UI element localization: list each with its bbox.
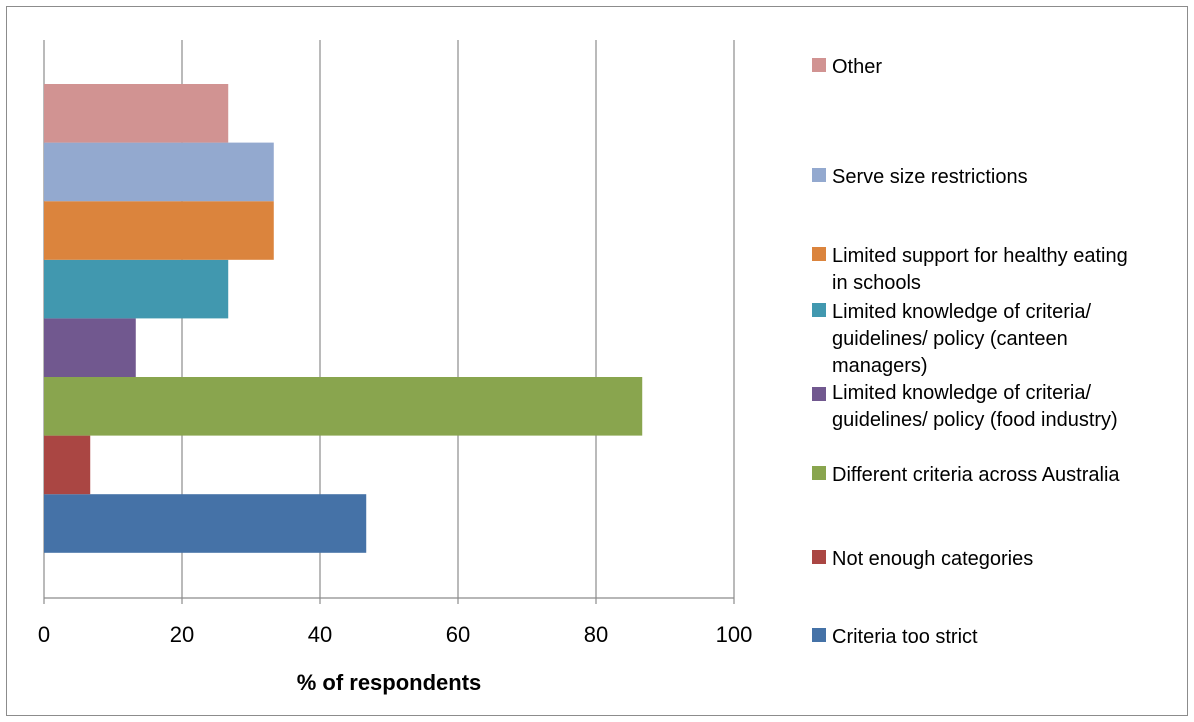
x-tick-label-20: 20 xyxy=(170,622,194,647)
x-axis-title: % of respondents xyxy=(297,670,482,695)
bar-limited-support-for-healthy-eating-in-schools xyxy=(44,201,274,260)
legend-item-serve-size-restrictions: Serve size restrictions xyxy=(812,166,1028,188)
bar-not-enough-categories xyxy=(44,435,91,495)
legend-swatch xyxy=(812,247,826,261)
x-tick-label-60: 60 xyxy=(446,622,470,647)
bar-limited-knowledge-of-criteria-guidelines-policy-food-industry xyxy=(44,318,136,377)
bar-serve-size-restrictions xyxy=(44,142,274,202)
legend-item-not-enough-categories: Not enough categories xyxy=(812,548,1033,570)
x-tick-label-0: 0 xyxy=(38,622,50,647)
bars xyxy=(44,84,643,553)
bar-limited-knowledge-of-criteria-guidelines-policy-canteen-managers xyxy=(44,259,229,319)
legend-label: Not enough categories xyxy=(832,548,1033,570)
legend-swatch xyxy=(812,550,826,564)
legend-label: Limited knowledge of criteria/guidelines… xyxy=(832,301,1091,377)
legend-item-limited-support-for-healthy-eating-in-schools: Limited support for healthy eating in sch… xyxy=(812,245,1128,294)
x-axis xyxy=(43,597,735,604)
bar-other xyxy=(44,84,229,143)
legend-item-limited-knowledge-of-criteria-guidelines-policy-canteen-managers: Limited knowledge of criteria/guidelines… xyxy=(812,301,1091,377)
legend-label: Criteria too strict xyxy=(832,626,978,648)
legend-label: Serve size restrictions xyxy=(832,166,1028,188)
legend-label: Different criteria across Australia xyxy=(832,464,1120,486)
legend-swatch xyxy=(812,168,826,182)
bar-criteria-too-strict xyxy=(44,494,367,553)
legend-swatch xyxy=(812,58,826,72)
legend-swatch xyxy=(812,387,826,401)
x-tick-label-100: 100 xyxy=(716,622,753,647)
legend-item-other: Other xyxy=(812,56,882,78)
legend-label: Limited knowledge of criteria/guidelines… xyxy=(832,382,1118,431)
legend-label: Limited support for healthy eating in sch… xyxy=(832,245,1128,294)
legend-item-criteria-too-strict: Criteria too strict xyxy=(812,626,978,648)
legend-swatch xyxy=(812,303,826,317)
legend-item-limited-knowledge-of-criteria-guidelines-policy-food-industry: Limited knowledge of criteria/guidelines… xyxy=(812,382,1118,431)
bar-different-criteria-across-australia xyxy=(44,377,643,436)
legend-swatch xyxy=(812,466,826,480)
x-tick-labels: 0 20 40 60 80 100 xyxy=(38,622,752,647)
legend-swatch xyxy=(812,628,826,642)
legend-item-different-criteria-across-australia: Different criteria across Australia xyxy=(812,464,1120,486)
legend: Other Serve size restrictions Limited supp… xyxy=(812,56,1128,648)
legend-label: Other xyxy=(832,56,882,78)
x-tick-label-80: 80 xyxy=(584,622,608,647)
x-tick-label-40: 40 xyxy=(308,622,332,647)
